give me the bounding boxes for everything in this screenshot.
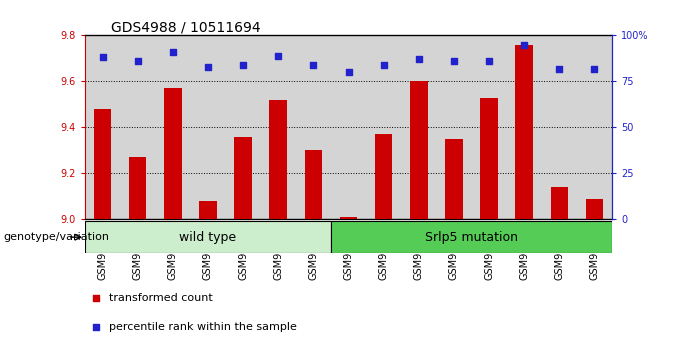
Bar [296,35,331,219]
Bar [226,35,260,219]
Bar [199,201,217,219]
Bar [129,158,146,219]
Bar [445,139,462,219]
Bar [94,109,112,219]
Text: wild type: wild type [180,231,237,244]
Point [589,66,600,72]
Point [554,66,564,72]
Bar [331,35,366,219]
Point [449,58,460,64]
Point [343,69,354,75]
Text: Srlp5 mutation: Srlp5 mutation [425,231,518,244]
Bar [155,35,190,219]
Bar [480,98,498,219]
Bar [164,88,182,219]
Bar [331,221,612,253]
Bar [305,150,322,219]
Point [273,53,284,58]
Bar [585,199,603,219]
Text: genotype/variation: genotype/variation [3,232,109,242]
Point [132,58,143,64]
Text: transformed count: transformed count [109,293,212,303]
Bar [235,137,252,219]
Point [439,64,449,70]
Point [167,49,178,55]
Bar [190,35,226,219]
Point [519,42,530,47]
Bar [577,35,612,219]
Bar [542,35,577,219]
Bar [120,35,155,219]
Bar [410,81,428,219]
Bar [85,35,120,219]
Bar [366,35,401,219]
Bar [515,45,533,219]
Bar [471,35,507,219]
Point [413,57,424,62]
Text: percentile rank within the sample: percentile rank within the sample [109,322,296,332]
Bar [375,135,392,219]
Point [483,58,494,64]
Point [238,62,249,68]
Bar [340,217,357,219]
Bar [437,35,471,219]
Bar [401,35,437,219]
Text: GDS4988 / 10511694: GDS4988 / 10511694 [112,20,261,34]
Bar [260,35,296,219]
Bar [269,100,287,219]
Point [203,64,214,69]
Point [378,62,389,68]
Bar [507,35,542,219]
Point [97,55,108,60]
Bar [551,187,568,219]
Point [308,62,319,68]
Bar [85,221,331,253]
